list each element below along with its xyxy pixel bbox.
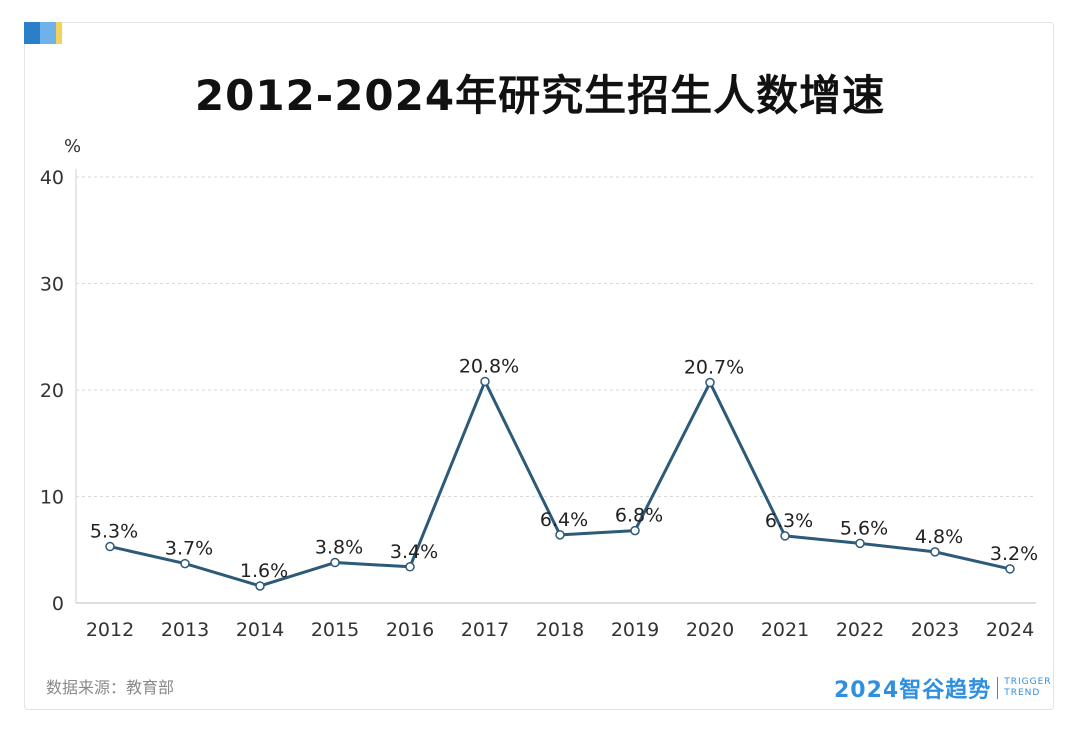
data-label: 3.2% [990, 543, 1038, 565]
brand-english: TRIGGER TREND [1004, 677, 1052, 698]
data-point [180, 558, 190, 569]
data-label: 5.3% [90, 521, 138, 543]
data-point [705, 377, 715, 388]
data-point [630, 525, 640, 536]
data-label: 3.4% [390, 541, 438, 563]
y-tick-label: 30 [40, 274, 64, 296]
data-label: 1.6% [240, 560, 288, 582]
data-label: 20.8% [459, 355, 519, 377]
x-tick-label: 2023 [911, 619, 959, 641]
x-tick-label: 2015 [311, 619, 359, 641]
data-label: 3.7% [165, 538, 213, 560]
data-label: 6.3% [765, 510, 813, 532]
data-point [330, 557, 340, 568]
x-tick-label: 2014 [236, 619, 284, 641]
x-tick-label: 2012 [86, 619, 134, 641]
data-point [780, 531, 790, 541]
y-tick-label: 10 [40, 487, 64, 509]
x-tick-label: 2022 [836, 619, 884, 641]
x-tick-label: 2017 [461, 619, 509, 641]
data-point [1005, 564, 1015, 574]
x-tick-label: 2021 [761, 619, 809, 641]
data-point [555, 530, 565, 540]
chart-card [24, 22, 1054, 710]
data-label: 6.8% [615, 505, 663, 527]
x-tick-label: 2018 [536, 619, 584, 641]
data-label: 3.8% [315, 537, 363, 559]
brand-name: 2024智谷趋势 [834, 678, 992, 703]
data-label: 5.6% [840, 517, 888, 539]
data-label: 4.8% [915, 526, 963, 548]
data-point [405, 562, 415, 572]
data-source: 数据来源：教育部 [46, 678, 175, 697]
series-line [109, 379, 1011, 588]
y-tick-label: 0 [52, 593, 64, 615]
data-point [255, 581, 265, 591]
brand-divider [997, 677, 999, 699]
data-point [855, 538, 865, 549]
data-point [105, 541, 115, 552]
chart-title: 2012-2024年研究生招生人数增速 [194, 71, 886, 120]
x-tick-label: 2024 [986, 619, 1034, 641]
data-point [930, 547, 940, 557]
y-unit-label: % [64, 136, 81, 157]
x-tick-label: 2016 [386, 619, 434, 641]
data-label: 20.7% [684, 357, 744, 379]
y-tick-label: 40 [40, 167, 64, 189]
data-point [480, 376, 490, 387]
x-tick-label: 2019 [611, 619, 659, 641]
brand-logo: 2024智谷趋势 TRIGGER TREND [834, 672, 1052, 704]
y-tick-label: 20 [40, 380, 64, 402]
corner-decoration [24, 22, 62, 44]
x-tick-label: 2013 [161, 619, 209, 641]
data-label: 6.4% [540, 509, 588, 531]
x-tick-label: 2020 [686, 619, 734, 641]
